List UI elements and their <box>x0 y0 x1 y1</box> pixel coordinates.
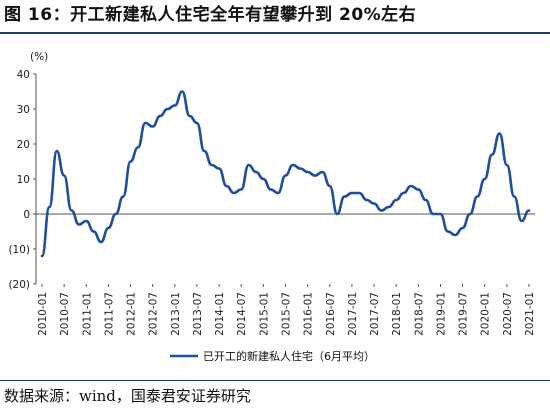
x-tick-label: 2018-01 <box>391 292 403 336</box>
source-note: 数据来源：wind，国泰君安证券研究 <box>4 387 251 405</box>
x-tick-label: 2014-01 <box>214 292 226 336</box>
x-tick-label: 2016-07 <box>325 292 337 336</box>
x-tick-label: 2013-01 <box>170 292 182 336</box>
x-tick-label: 2020-07 <box>502 292 514 336</box>
x-tick-label: 2018-07 <box>413 292 425 336</box>
y-unit-label: (%) <box>30 51 48 63</box>
x-tick-label: 2012-01 <box>126 292 138 336</box>
x-tick-label: 2019-01 <box>435 292 447 336</box>
series-line <box>40 90 531 258</box>
x-tick-label: 2014-07 <box>236 292 248 336</box>
chart-title: 图 16：开工新建私人住宅全年有望攀升到 20%左右 <box>4 5 417 25</box>
x-tick-labels: 2010-01 2010-07 2011-01 2011-07 2012-01 2012-… <box>37 284 536 336</box>
x-tick-label: 2013-07 <box>192 292 204 336</box>
legend: 已开工的新建私人住宅（6月平均） <box>170 349 375 363</box>
title-rule <box>0 32 550 34</box>
x-tick-label: 2020-01 <box>480 292 492 336</box>
x-tick-label: 2011-01 <box>81 292 93 336</box>
y-tick-label: (10) <box>8 244 30 256</box>
x-tick-label: 2016-01 <box>303 292 315 336</box>
x-tick-label: 2021-01 <box>524 292 536 336</box>
y-tick-label: 20 <box>17 139 30 151</box>
y-tick-label: 40 <box>17 69 30 81</box>
x-tick-label: 2019-07 <box>458 292 470 336</box>
x-tick-label: 2015-07 <box>281 292 293 336</box>
y-tick-label: 30 <box>17 104 30 116</box>
x-tick-label: 2015-01 <box>258 292 270 336</box>
y-tick-label: 0 <box>23 209 30 221</box>
y-tick-labels: 40 30 20 10 0 (10) (20) <box>8 69 36 291</box>
x-tick-label: 2011-07 <box>103 292 115 336</box>
x-tick-label: 2017-07 <box>369 292 381 336</box>
chart-area: (%) 40 30 20 10 0 (10) (20) 2010-01 2010-07 2011… <box>8 51 536 363</box>
source-rule <box>0 380 550 381</box>
y-tick-label: 10 <box>17 174 30 186</box>
x-tick-label: 2012-07 <box>148 292 160 336</box>
y-tick-label: (20) <box>8 279 30 291</box>
x-tick-label: 2010-01 <box>37 292 49 336</box>
x-tick-label: 2017-01 <box>347 292 359 336</box>
legend-label: 已开工的新建私人住宅（6月平均） <box>203 349 375 363</box>
x-tick-label: 2010-07 <box>59 292 71 336</box>
